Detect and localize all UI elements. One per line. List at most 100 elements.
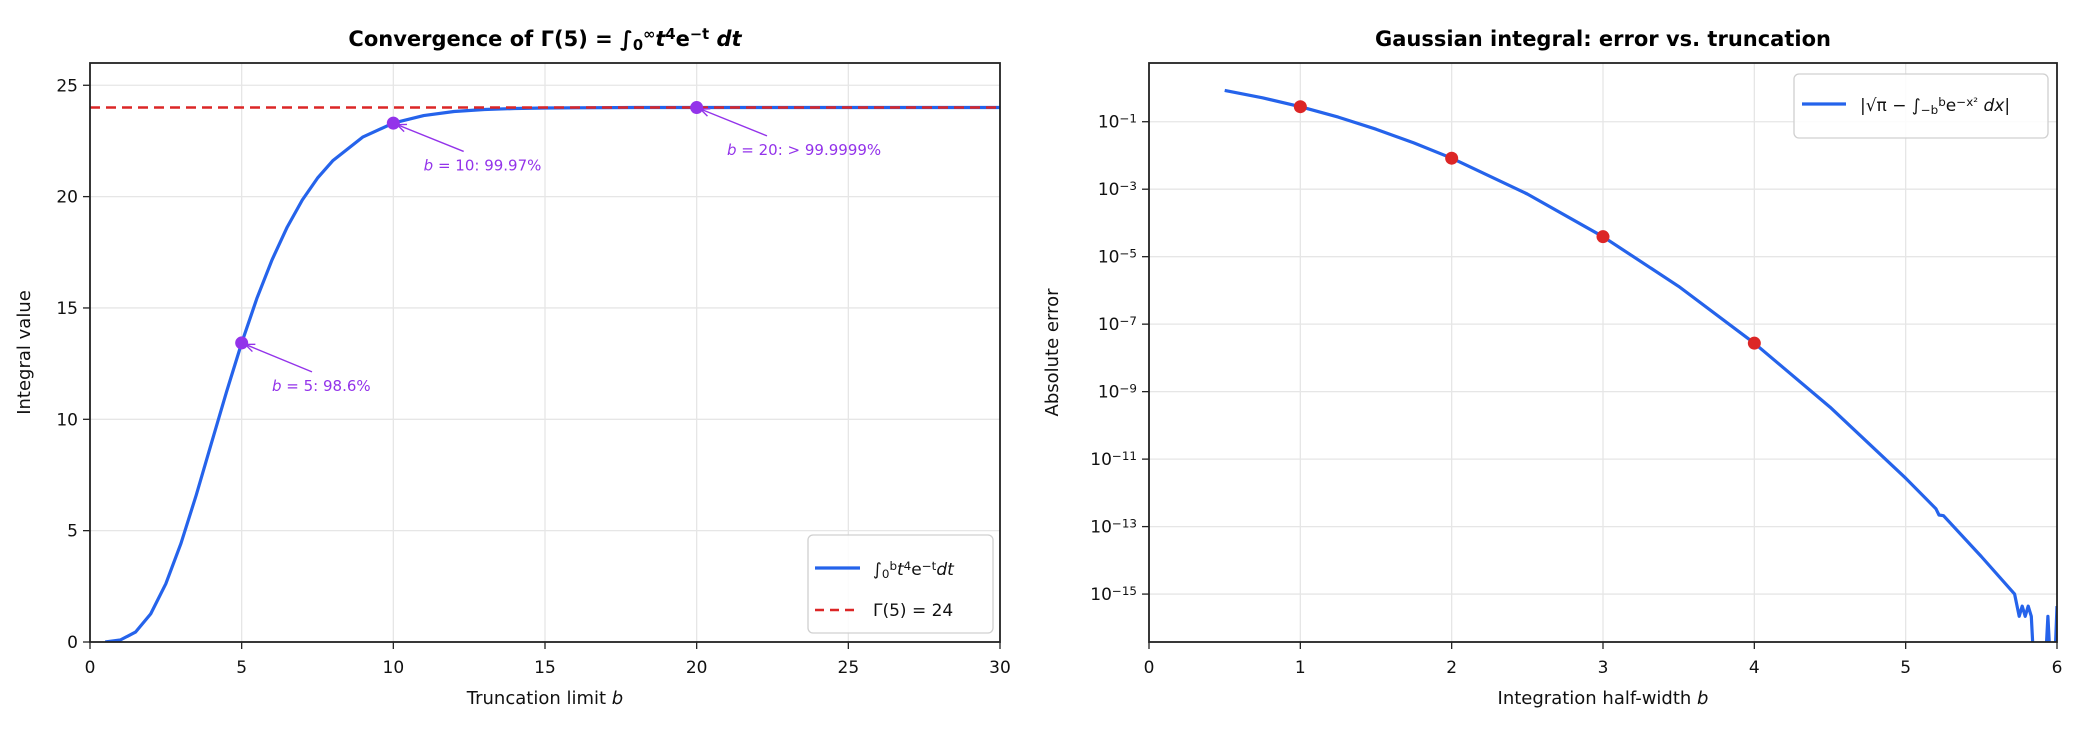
- y-axis-label: Absolute error: [1042, 288, 1063, 417]
- y-tick-label: 25: [56, 76, 78, 96]
- chart-title-part: −t: [690, 26, 709, 43]
- legend-label-part: b: [889, 559, 897, 573]
- y-tick-label: 0: [67, 633, 78, 653]
- y-tick-label-part: 10: [1098, 383, 1120, 403]
- x-tick-label: 25: [838, 658, 860, 678]
- legend-label-part: e: [1946, 96, 1956, 116]
- data-marker: [1596, 230, 1610, 244]
- x-tick-label: 2: [1446, 658, 1457, 678]
- annotation-label-part: = 10: 99.97%: [433, 156, 541, 174]
- annotation-label: b = 5: 98.6%: [272, 377, 371, 395]
- axes-frame: [1148, 62, 2058, 643]
- y-tick-label-part: 10: [1098, 248, 1120, 268]
- chart-title-part: 0: [633, 37, 643, 54]
- y-tick-label-part: −11: [1112, 449, 1137, 463]
- x-axis-label-part: b: [1697, 688, 1708, 709]
- y-axis-label: Integral value: [14, 290, 35, 415]
- x-axis-label: Integration half-width b: [1498, 688, 1709, 709]
- x-axis-label-part: b: [612, 688, 623, 709]
- annotation-arrow: [700, 108, 768, 137]
- chart-title-part: Gaussian integral: error vs. truncation: [1375, 27, 1831, 51]
- x-tick-label: 4: [1749, 658, 1760, 678]
- chart-title: Gaussian integral: error vs. truncation: [1375, 27, 1831, 51]
- data-marker: [235, 336, 249, 350]
- chart-title-part: t: [655, 27, 666, 51]
- right-chart-gaussian-error: 0 1 2 3 4 5 610−110−310−510−710−910−1110−1310−…: [1042, 27, 2062, 709]
- plot-area: [1224, 88, 2057, 642]
- y-tick-label-part: −9: [1119, 381, 1137, 395]
- legend-label-part: −x²: [1956, 95, 1978, 109]
- x-tick-label: 0: [85, 658, 96, 678]
- y-tick-label-part: −3: [1119, 179, 1137, 193]
- chart-title-part: Γ(5) = ∫: [541, 27, 633, 51]
- legend-label-part: Γ(5) = 24: [873, 601, 953, 621]
- data-marker: [1445, 151, 1459, 165]
- x-axis-label-part: Truncation limit: [466, 688, 612, 709]
- y-tick-label: 10−3: [1098, 179, 1137, 200]
- y-tick-label: 10: [56, 410, 78, 430]
- y-tick-label-part: −7: [1119, 314, 1137, 328]
- legend-label-part: 0: [882, 567, 890, 581]
- y-tick-label: 10−7: [1098, 314, 1137, 335]
- x-tick-label: 15: [534, 658, 556, 678]
- y-tick-label-part: 10: [1090, 585, 1112, 605]
- legend-label-part: b: [1938, 95, 1946, 109]
- legend-label: Γ(5) = 24: [873, 601, 953, 621]
- y-tick-label-part: 10: [1090, 450, 1112, 470]
- legend-box: [1793, 73, 2049, 139]
- annotation-label: b = 20: > 99.9999%: [727, 141, 881, 159]
- y-tick-label-part: −1: [1119, 111, 1137, 125]
- legend-label-part: −t: [922, 559, 937, 573]
- y-tick-label-part: 10: [1098, 113, 1120, 133]
- chart-title-part: ∞: [643, 26, 655, 43]
- legend-label-part: e: [911, 560, 921, 580]
- annotation-arrow: [396, 123, 464, 153]
- x-axis-label: Truncation limit b: [466, 688, 623, 709]
- data-marker: [386, 116, 400, 130]
- data-marker: [690, 101, 704, 115]
- x-axis-label-part: Integration half-width: [1498, 688, 1698, 709]
- x-tick-label: 0: [1144, 658, 1155, 678]
- y-tick-label-part: 10: [1098, 180, 1120, 200]
- legend-label-part: ∫: [873, 560, 882, 580]
- legend-label-part: t: [897, 560, 905, 580]
- y-tick-label: 10−15: [1090, 584, 1137, 605]
- legend-label: ∫0bt4e−tdt: [873, 559, 955, 581]
- x-tick-label: 3: [1598, 658, 1609, 678]
- y-tick-label-part: −15: [1112, 584, 1137, 598]
- annotation-label-part: b: [727, 141, 737, 159]
- chart-title: Convergence of Γ(5) = ∫0∞t4e−t dt: [348, 26, 742, 54]
- x-tick-label: 1: [1295, 658, 1306, 678]
- chart-title-part: dt: [709, 27, 742, 51]
- y-tick-label-part: −5: [1119, 246, 1137, 260]
- y-tick-label: 10−1: [1098, 111, 1137, 132]
- legend: ∫0bt4e−tdt Γ(5) = 24: [807, 534, 994, 634]
- legend-label-part: −b: [1921, 103, 1939, 117]
- legend-label: |√π − ∫−bbe−x² dx|: [1860, 95, 2010, 117]
- legend-label-part: dt: [936, 560, 955, 580]
- x-tick-label: 5: [236, 658, 247, 678]
- annotation-label-part: b: [424, 156, 434, 174]
- data-marker: [1747, 336, 1761, 350]
- y-tick-label: 10−9: [1098, 381, 1137, 402]
- x-tick-label: 6: [2052, 658, 2063, 678]
- x-tick-label: 30: [989, 658, 1011, 678]
- axes-frame: [89, 62, 1001, 643]
- y-tick-label: 10−5: [1098, 246, 1137, 267]
- annotation-arrow: [245, 343, 313, 373]
- chart-title-part: Convergence of: [348, 27, 540, 51]
- annotation-label-part: = 20: > 99.9999%: [737, 141, 882, 159]
- y-tick-label-part: 10: [1090, 518, 1112, 538]
- y-tick-label-part: 10: [1098, 315, 1120, 335]
- series-line: [1224, 88, 2057, 642]
- y-tick-label-part: −13: [1112, 516, 1137, 530]
- x-tick-label: 10: [383, 658, 405, 678]
- legend-label-part: dx: [1978, 96, 2005, 116]
- annotation-label: b = 10: 99.97%: [424, 156, 542, 174]
- legend-box: [807, 534, 994, 634]
- chart-title-part: e: [676, 27, 690, 51]
- y-tick-label: 10−13: [1090, 516, 1137, 537]
- y-tick-label: 5: [67, 522, 78, 542]
- y-tick-label: 10−11: [1090, 449, 1137, 470]
- legend-label-part: |√π − ∫: [1860, 96, 1921, 116]
